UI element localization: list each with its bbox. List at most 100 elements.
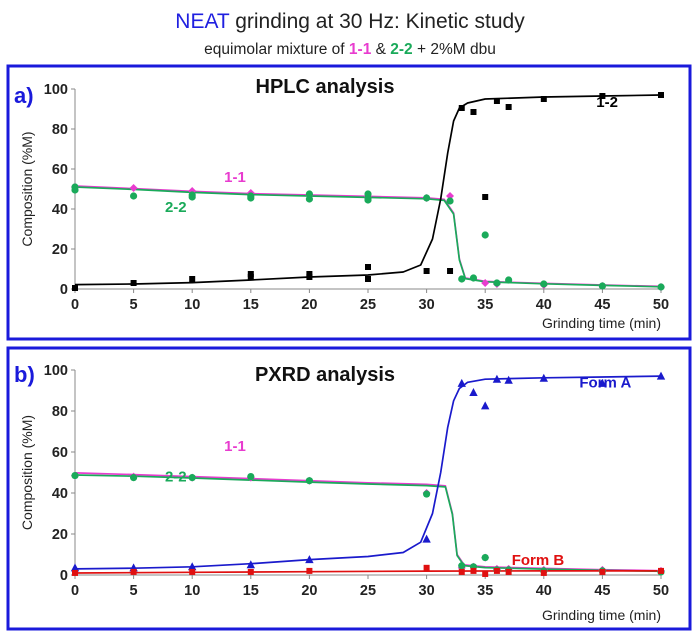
b-point-form-a-13 <box>656 371 666 380</box>
b-point-2-2-3 <box>247 473 255 481</box>
a-y-tick-label-80: 80 <box>52 122 68 138</box>
a-x-tick-label-20: 20 <box>301 297 317 313</box>
b-point-form-a-10 <box>504 375 513 384</box>
b-panel-title: PXRD analysis <box>255 364 395 386</box>
a-point-1-2-6 <box>306 271 313 277</box>
subtitle-amp: & <box>371 41 390 58</box>
a-y-tick-label-100: 100 <box>44 82 68 98</box>
figure-subtitle: equimolar mixture of 1-1 & 2-2 + 2%M dbu <box>204 41 496 58</box>
b-point-2-2-6 <box>458 562 466 570</box>
a-point-1-2-9 <box>423 268 430 274</box>
a-point-1-1-8 <box>481 279 490 287</box>
a-point-2-2-12 <box>423 194 431 202</box>
a-point-1-2-13 <box>482 194 489 200</box>
b-x-tick-label-45: 45 <box>594 583 610 599</box>
a-x-tick-label-25: 25 <box>360 297 376 313</box>
b-point-form-a-0 <box>70 563 80 572</box>
b-y-tick-label-40: 40 <box>52 486 68 502</box>
a-point-2-2-8 <box>305 195 313 203</box>
a-point-1-2-2 <box>189 276 196 282</box>
b-point-form-b-3 <box>247 568 254 575</box>
b-point-form-b-11 <box>540 569 547 576</box>
b-point-form-a-4 <box>305 555 314 564</box>
b-point-form-b-0 <box>72 569 78 576</box>
b-fit-line-form-b <box>74 570 661 574</box>
a-point-2-2-6 <box>247 194 255 202</box>
a-point-2-2-16 <box>481 231 489 239</box>
b-x-tick-label-35: 35 <box>477 583 493 599</box>
b-point-2-2-1 <box>130 474 138 482</box>
a-annotation-1-1: 1-1 <box>224 169 246 186</box>
b-point-form-b-4 <box>306 567 313 574</box>
a-x-tick-label-10: 10 <box>184 297 200 313</box>
b-point-form-b-2 <box>189 568 196 575</box>
title-rest: grinding at 30 Hz: Kinetic study <box>229 10 525 33</box>
panel-b-frame <box>6 346 692 631</box>
b-y-tick-label-20: 20 <box>52 527 68 543</box>
subtitle-compound-2-2: 2-2 <box>390 41 412 58</box>
a-x-tick-label-0: 0 <box>71 297 79 313</box>
a-point-2-2-14 <box>458 275 466 283</box>
b-point-form-b-7 <box>470 567 477 574</box>
a-x-tick-label-15: 15 <box>243 297 259 313</box>
b-point-form-a-6 <box>457 378 466 387</box>
b-x-axis-label: Grinding time (min) <box>542 607 661 623</box>
a-point-1-2-7 <box>365 276 371 282</box>
b-y-tick-label-0: 0 <box>60 568 68 584</box>
a-point-1-2-18 <box>658 92 664 98</box>
b-point-form-a-11 <box>539 373 548 382</box>
a-x-tick-label-30: 30 <box>419 297 435 313</box>
a-point-2-2-15 <box>469 274 478 282</box>
a-x-tick-label-40: 40 <box>536 297 552 313</box>
a-point-1-2-15 <box>505 104 512 110</box>
a-point-1-1-7 <box>446 192 455 200</box>
a-point-2-2-7 <box>305 190 313 198</box>
b-annotation-1-1: 1-1 <box>224 438 246 455</box>
a-fit-line-2-2 <box>74 186 662 288</box>
a-point-2-2-11 <box>364 196 372 204</box>
b-point-form-a-12 <box>598 378 607 387</box>
a-point-1-2-12 <box>470 109 477 115</box>
a-point-1-1-1 <box>129 184 138 192</box>
a-point-1-2-16 <box>540 96 547 102</box>
b-x-tick-label-5: 5 <box>130 583 138 599</box>
b-point-form-b-1 <box>130 568 137 575</box>
a-point-1-2-11 <box>458 105 465 111</box>
b-point-2-2-0 <box>71 471 79 480</box>
b-x-tick-label-50: 50 <box>653 583 669 599</box>
panel-a-frame <box>6 64 692 341</box>
b-point-form-b-9 <box>493 567 500 574</box>
subtitle-suffix: + 2%M dbu <box>413 41 496 58</box>
a-x-tick-label-5: 5 <box>130 297 138 313</box>
a-x-tick-label-50: 50 <box>653 297 669 313</box>
a-point-2-2-21 <box>657 283 665 291</box>
a-point-1-2-8 <box>365 264 371 270</box>
b-panel-label: b) <box>14 362 35 387</box>
a-x-tick-label-35: 35 <box>477 297 493 313</box>
subtitle-prefix: equimolar mixture of <box>204 41 349 58</box>
b-point-form-a-9 <box>492 374 502 383</box>
title-neat: NEAT <box>175 10 230 33</box>
b-x-tick-label-40: 40 <box>536 583 552 599</box>
b-x-tick-label-0: 0 <box>71 583 79 599</box>
b-x-tick-label-25: 25 <box>360 583 376 599</box>
a-panel-label: a) <box>14 83 34 108</box>
a-point-1-2-10 <box>447 268 454 274</box>
a-point-2-2-4 <box>188 193 196 201</box>
b-point-2-2-4 <box>305 477 313 485</box>
b-x-tick-label-15: 15 <box>243 583 259 599</box>
b-fit-line-2-2 <box>74 474 662 573</box>
a-point-1-2-14 <box>493 98 500 104</box>
a-panel-title: HPLC analysis <box>256 76 395 98</box>
a-annotation-2-2: 2-2 <box>165 199 187 216</box>
b-point-2-2-5 <box>423 490 431 498</box>
b-point-form-a-2 <box>188 562 197 571</box>
a-y-tick-label-60: 60 <box>52 162 68 178</box>
a-point-2-2-2 <box>130 192 138 200</box>
b-point-2-2-2 <box>188 474 196 482</box>
b-x-tick-label-10: 10 <box>184 583 200 599</box>
a-y-tick-label-40: 40 <box>52 202 68 218</box>
a-point-2-2-1 <box>71 186 79 194</box>
b-y-axis-label: Composition (%M) <box>19 415 35 530</box>
